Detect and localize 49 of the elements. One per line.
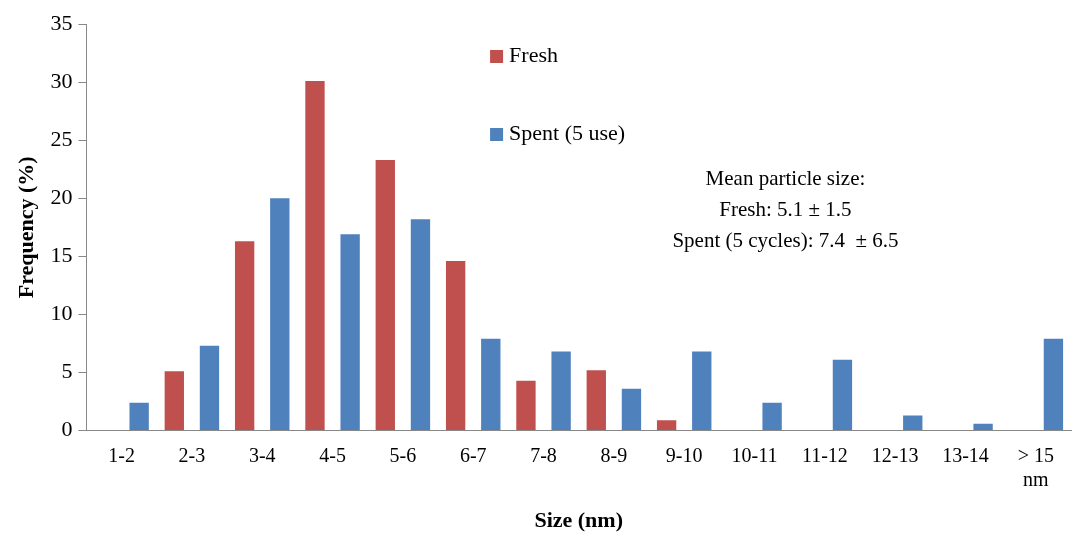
bar — [129, 402, 149, 431]
y-tick-label: 10 — [50, 300, 73, 326]
y-tick-label: 20 — [50, 184, 73, 210]
x-tick-label: 3-4 — [248, 443, 276, 466]
x-tick-label: 4-5 — [319, 443, 346, 466]
x-tick-label: 12-13 — [871, 443, 919, 466]
bar — [762, 402, 782, 431]
bar — [305, 80, 325, 431]
bar — [832, 359, 853, 431]
x-tick-label: 1-2 — [108, 443, 135, 466]
x-tick-label: 2-3 — [178, 443, 206, 466]
bar — [586, 370, 606, 431]
bar — [340, 234, 360, 431]
x-tick-label: 7-8 — [530, 443, 557, 466]
x-tick-label: 13-14 — [942, 443, 989, 466]
bar — [551, 351, 571, 431]
legend-label: Fresh — [509, 41, 558, 67]
bar — [270, 198, 290, 431]
bar — [164, 371, 184, 431]
bar — [199, 345, 220, 431]
bar — [234, 241, 255, 431]
y-tick-label: 25 — [50, 125, 73, 151]
bar — [621, 388, 642, 431]
x-tick-label: 11-12 — [801, 443, 848, 466]
x-tick-label: 5-6 — [389, 443, 417, 466]
bar — [1043, 338, 1064, 431]
y-axis-title: Frequency (%) — [12, 156, 38, 299]
x-axis-title: Size (nm) — [534, 507, 623, 533]
annotation: Mean particle size: Fresh: 5.1 ± 1.5 Spent (5 cycles): 7.4 ± 6.5 — [672, 165, 899, 252]
y-tick-label: 15 — [50, 242, 73, 268]
x-tick-label: 6-7 — [459, 443, 487, 466]
bar — [516, 380, 536, 431]
y-tick-label: 5 — [61, 358, 73, 384]
bar — [410, 219, 431, 431]
bar — [903, 415, 923, 431]
x-tick-label: 8-9 — [600, 443, 628, 466]
bar — [375, 159, 395, 431]
x-tick-label: > 15 nm — [1017, 443, 1054, 490]
bar — [973, 423, 993, 431]
y-tick-label: 30 — [50, 67, 73, 93]
y-tick-label: 35 — [50, 9, 73, 35]
y-tick-label: 0 — [61, 416, 73, 442]
bar — [656, 420, 677, 431]
bar — [692, 351, 712, 431]
bar — [481, 338, 501, 431]
x-tick-label: 10-11 — [731, 443, 778, 466]
legend-label: Spent (5 use) — [509, 119, 626, 145]
bar — [445, 260, 466, 431]
x-tick-label: 9-10 — [665, 443, 703, 466]
